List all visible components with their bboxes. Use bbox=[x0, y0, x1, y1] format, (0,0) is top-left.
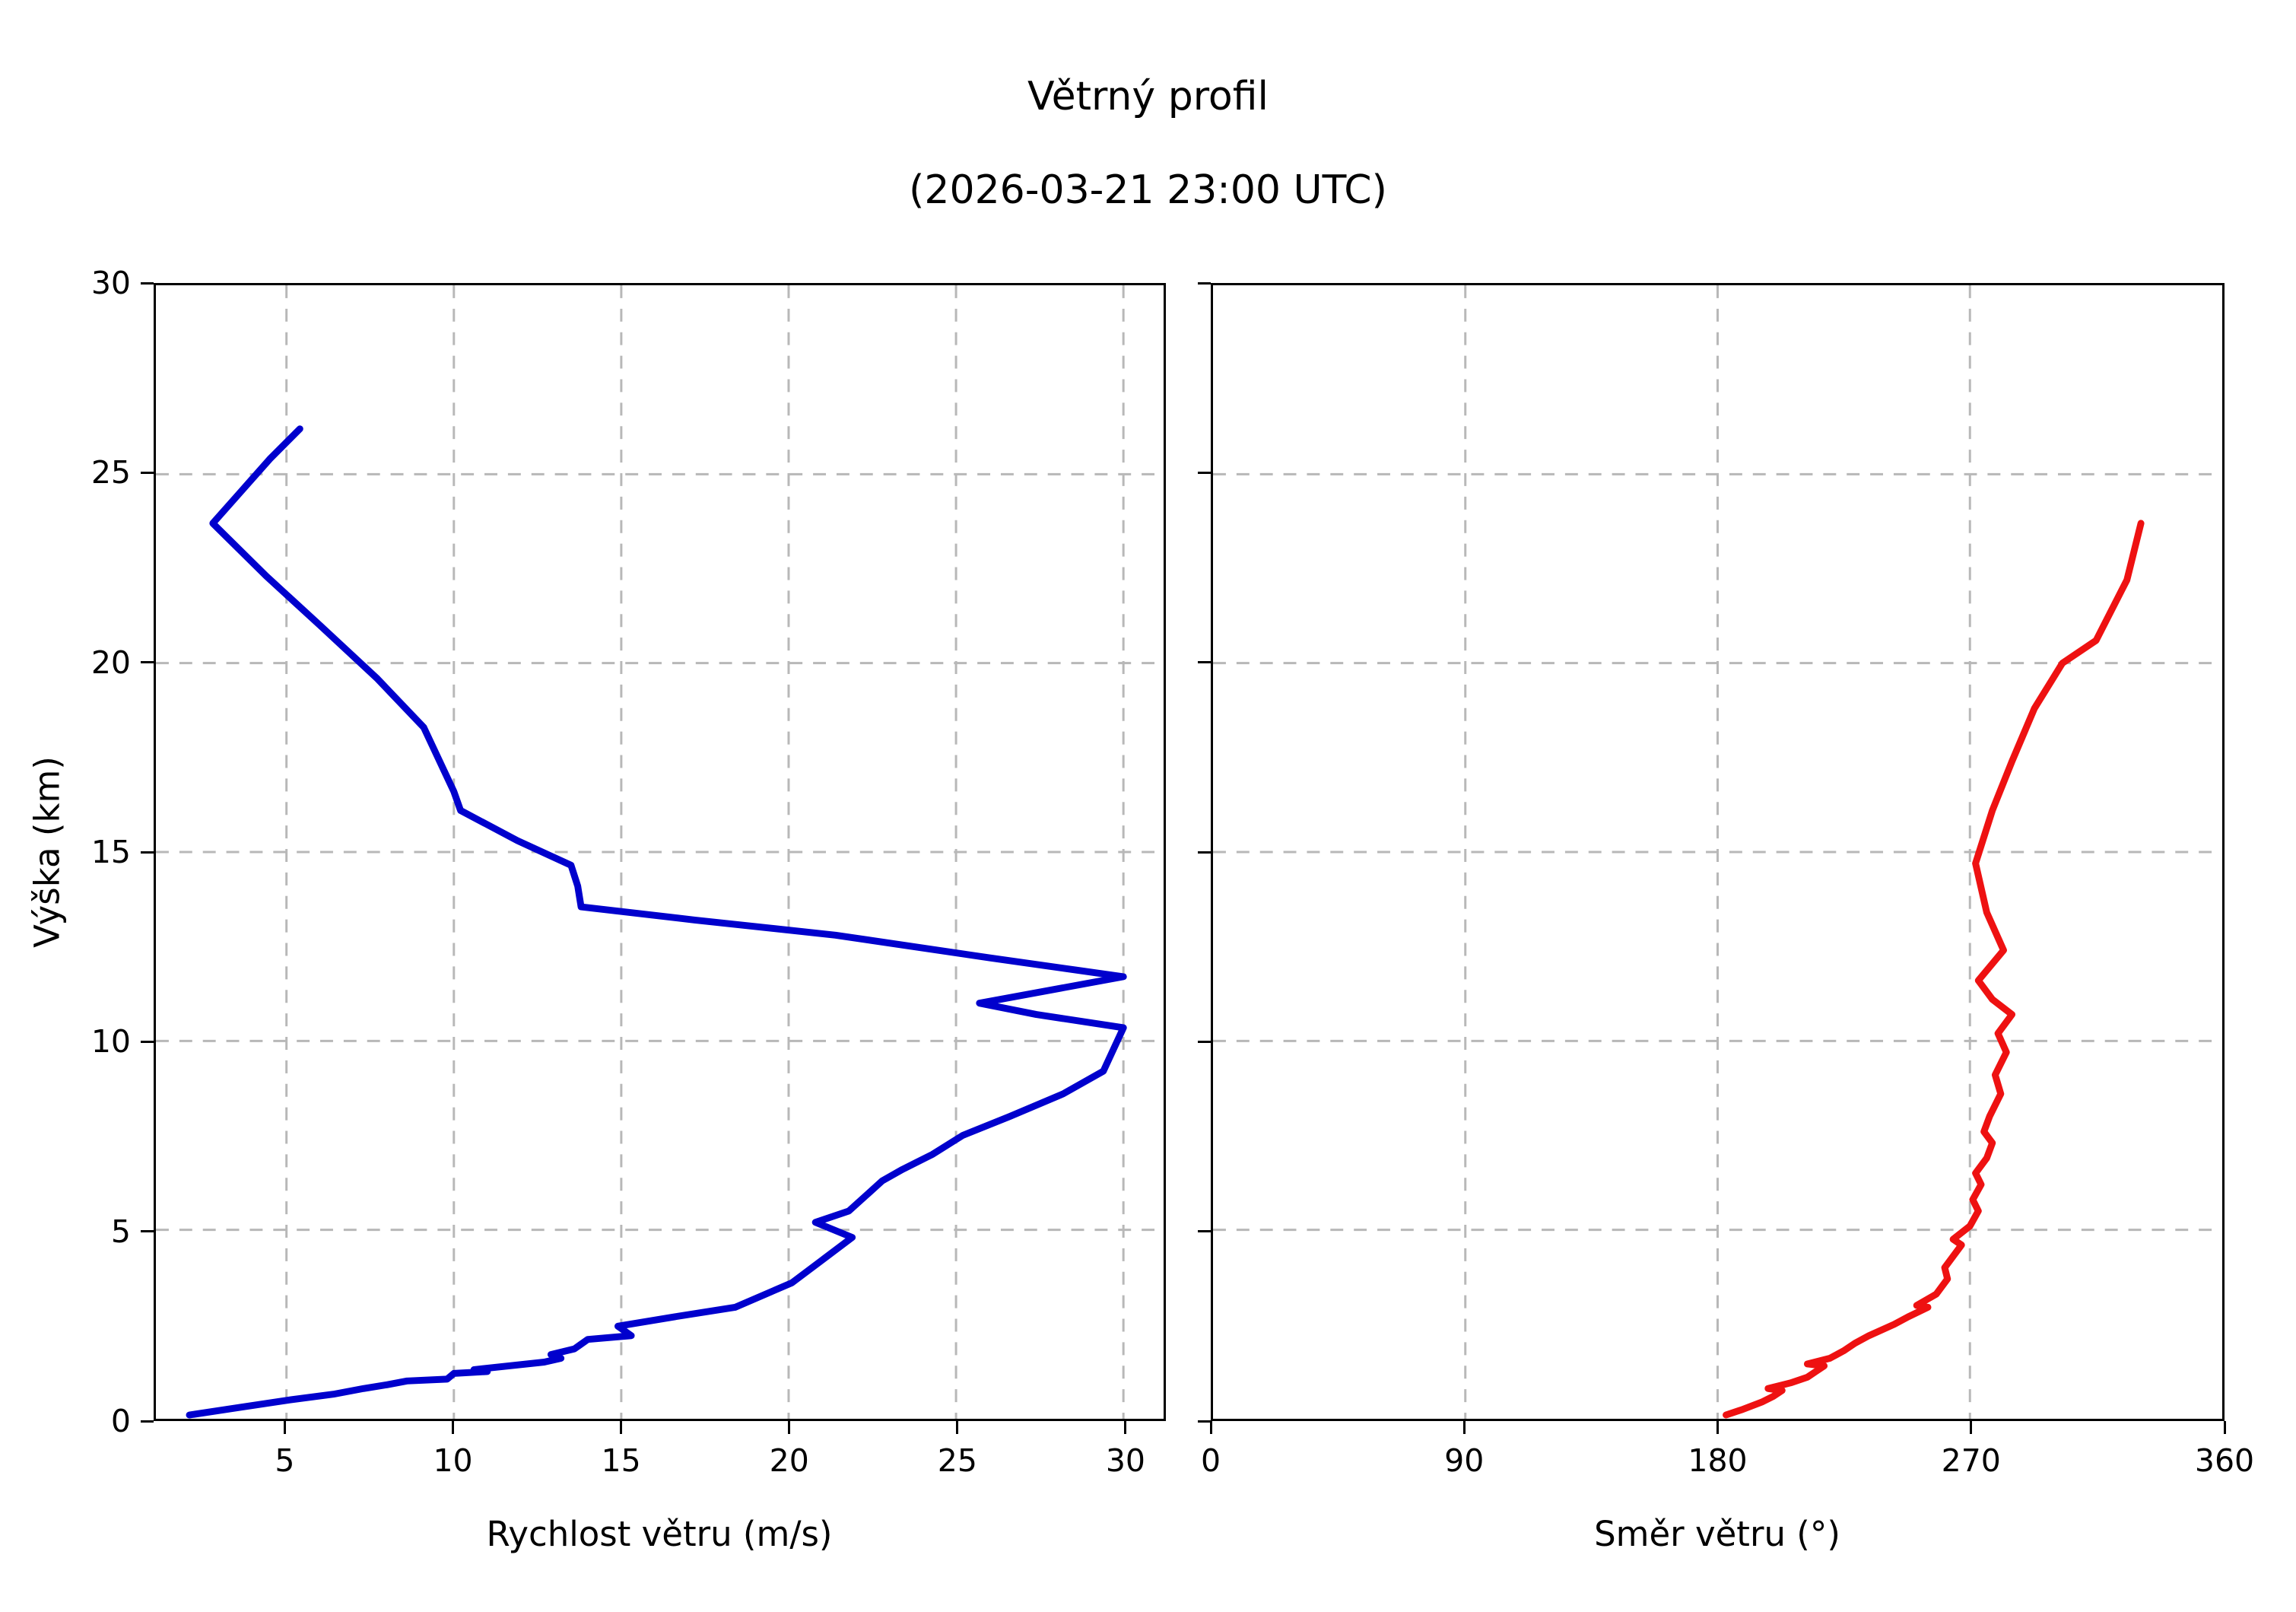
x-tick-mark bbox=[1970, 1421, 1973, 1434]
x-tick-mark bbox=[788, 1421, 791, 1434]
x-tick-label: 25 bbox=[937, 1442, 977, 1479]
y-tick-mark bbox=[1198, 1420, 1211, 1423]
x-tick-label: 10 bbox=[433, 1442, 473, 1479]
y-tick-label: 5 bbox=[110, 1213, 131, 1250]
x-tick-label: 180 bbox=[1688, 1442, 1748, 1479]
y-tick-mark bbox=[141, 281, 154, 285]
y-tick-mark bbox=[1198, 471, 1211, 474]
wind-speed-line bbox=[186, 425, 1127, 1419]
y-tick-mark bbox=[141, 851, 154, 854]
x-tick-mark bbox=[452, 1421, 455, 1434]
y-tick-mark bbox=[1198, 1040, 1211, 1043]
figure-title-line2: (2026-03-21 23:00 UTC) bbox=[909, 167, 1387, 214]
x-tick-label: 90 bbox=[1444, 1442, 1485, 1479]
x-tick-mark bbox=[1462, 1421, 1466, 1434]
y-tick-mark bbox=[1198, 281, 1211, 285]
x-tick-mark bbox=[1716, 1421, 1719, 1434]
y-tick-label: 15 bbox=[91, 834, 131, 870]
x-tick-mark bbox=[1124, 1421, 1127, 1434]
y-tick-mark bbox=[1198, 851, 1211, 854]
x-tick-mark bbox=[2223, 1421, 2226, 1434]
wind-direction-plot-svg bbox=[1213, 285, 2222, 1419]
x-tick-label: 360 bbox=[2194, 1442, 2255, 1479]
x-tick-label: 5 bbox=[275, 1442, 295, 1479]
x-tick-mark bbox=[620, 1421, 623, 1434]
figure-title: Větrný profil (2026-03-21 23:00 UTC) bbox=[0, 27, 2296, 261]
y-tick-mark bbox=[141, 661, 154, 664]
wind-direction-line bbox=[1723, 520, 2145, 1419]
wind-direction-axis-title: Směr větru (°) bbox=[1594, 1514, 1840, 1554]
y-tick-label: 0 bbox=[110, 1403, 131, 1439]
y-tick-mark bbox=[1198, 1230, 1211, 1233]
y-tick-mark bbox=[141, 1230, 154, 1233]
x-tick-mark bbox=[956, 1421, 959, 1434]
wind-direction-plot-panel bbox=[1211, 283, 2225, 1421]
y-tick-mark bbox=[141, 1420, 154, 1423]
figure-title-line1: Větrný profil bbox=[1027, 74, 1269, 120]
y-tick-mark bbox=[1198, 661, 1211, 664]
x-tick-label: 20 bbox=[769, 1442, 809, 1479]
wind-speed-plot-svg bbox=[156, 285, 1164, 1419]
y-tick-label: 20 bbox=[91, 644, 131, 681]
x-tick-mark bbox=[283, 1421, 286, 1434]
x-tick-label: 15 bbox=[601, 1442, 641, 1479]
x-tick-label: 270 bbox=[1941, 1442, 2001, 1479]
y-tick-mark bbox=[141, 471, 154, 474]
x-tick-label: 0 bbox=[1200, 1442, 1221, 1479]
height-axis-title: Výška (km) bbox=[27, 756, 68, 948]
y-tick-label: 25 bbox=[91, 454, 131, 491]
y-tick-label: 30 bbox=[91, 265, 131, 301]
x-tick-label: 30 bbox=[1105, 1442, 1146, 1479]
x-tick-mark bbox=[1209, 1421, 1212, 1434]
y-tick-mark bbox=[141, 1040, 154, 1043]
wind-speed-axis-title: Rychlost větru (m/s) bbox=[486, 1514, 833, 1554]
y-tick-label: 10 bbox=[91, 1023, 131, 1060]
wind-speed-plot-panel bbox=[154, 283, 1166, 1421]
